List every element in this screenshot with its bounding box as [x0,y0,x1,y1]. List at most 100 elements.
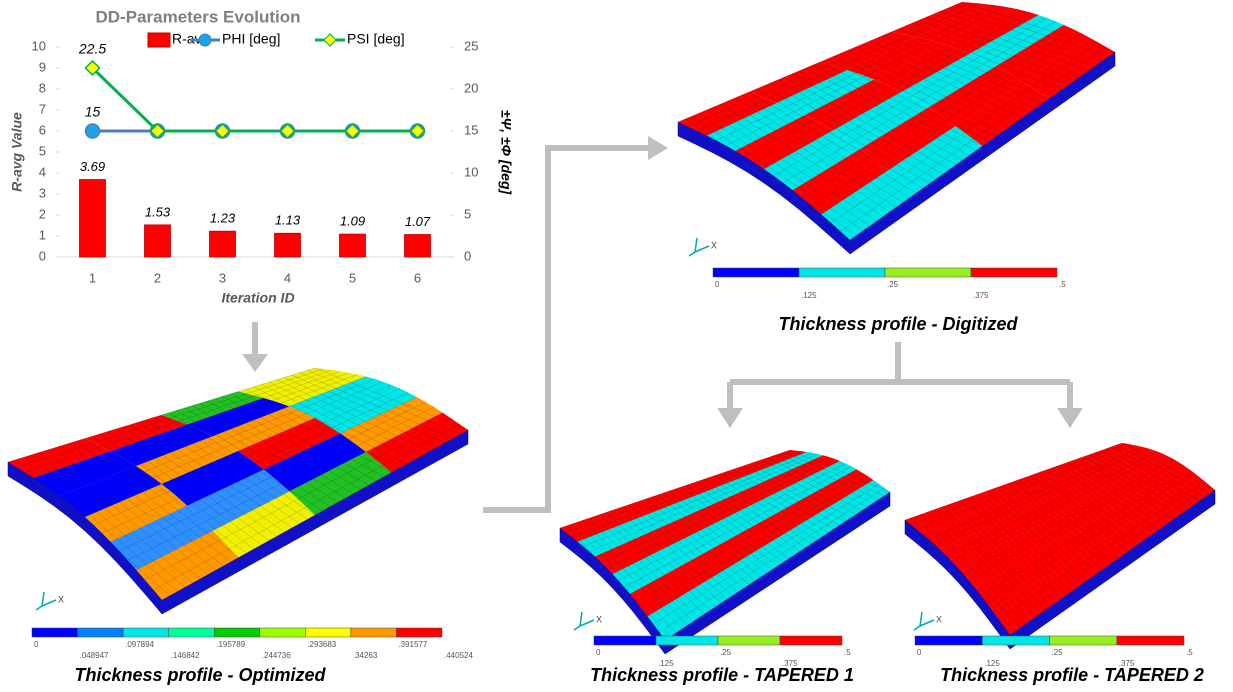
caption: Thickness profile - Digitized [778,314,1018,334]
y2-tick-label: 10 [464,164,478,179]
arrow-head [648,136,668,160]
scale-segment [713,268,799,277]
scale-segment [396,628,442,637]
bar [145,225,171,257]
fe-plate [905,443,1215,649]
bar [405,235,431,257]
scale-label: .5 [844,648,851,657]
y2-tick-label: 25 [464,38,478,53]
figure: DD-Parameters Evolution Iteration ID R-a… [0,0,1233,692]
arrow [730,342,1070,410]
scale-segment [305,628,351,637]
scale-segment [1117,636,1184,645]
data-label: 1.09 [340,214,365,229]
y2-tick-label: 20 [464,80,478,95]
y2-tick-label: 0 [464,248,471,263]
x-tick-label: 4 [284,270,291,285]
scale-label: .293683 [307,640,336,649]
scale-label: 0 [917,648,922,657]
color-scale: 0 .125 .25 .375 .5 [713,268,1066,300]
x-axis-label: Iteration ID [221,290,294,306]
scale-segment [32,628,78,637]
fe-plate [8,368,468,614]
legend-marker [199,34,211,46]
y2-axis-label: ±Ψ, ±Φ [deg] [498,110,514,196]
bar [210,231,236,257]
triad-label: X [58,594,64,604]
y-tick-label: 7 [39,101,46,116]
scale-label: .048947 [80,651,109,660]
marker [86,124,100,138]
triad [574,612,594,630]
scale-label: .195789 [216,640,245,649]
scale-label: 0 [596,648,601,657]
data-label: 1.23 [210,211,236,226]
caption: Thickness profile - TAPERED 2 [940,665,1204,685]
legend-marker [324,34,336,46]
scale-label: .25 [720,648,732,657]
scale-segment [885,268,971,277]
scale-label: .125 [801,291,817,300]
fe-plate [560,450,890,654]
scale-label: .5 [1186,648,1193,657]
scale-label: .34263 [353,651,378,660]
scale-segment [214,628,260,637]
scale-label: .375 [973,291,989,300]
x-tick-label: 6 [414,270,421,285]
scale-segment [915,636,982,645]
bar [275,233,301,257]
scale-segment [351,628,397,637]
arrow-head [717,408,743,428]
x-tick-label: 5 [349,270,356,285]
x-tick-label: 1 [89,270,96,285]
y-tick-label: 9 [39,59,46,74]
data-label: 1.53 [145,204,171,219]
data-label: 15 [85,104,101,120]
scale-segment [799,268,885,277]
scale-segment [982,636,1049,645]
data-label: 1.13 [275,213,301,228]
caption: Thickness profile - TAPERED 1 [590,665,854,685]
scale-segment [971,268,1057,277]
scale-segment [123,628,169,637]
scale-label: .146842 [171,651,200,660]
y-tick-label: 5 [39,143,46,158]
arrow [483,148,650,510]
triad [689,238,709,256]
scale-segment [169,628,215,637]
triad-label: X [711,240,717,250]
scale-segment [656,636,718,645]
bar [340,234,366,257]
y-tick-label: 2 [39,206,46,221]
data-label: 1.07 [405,214,431,229]
arrow-head [242,354,268,372]
legend-swatch [148,33,170,47]
triad-label: X [936,614,942,624]
scale-segment [260,628,306,637]
triad [36,592,56,610]
fe-plate [678,2,1115,254]
y-axis-label: R-avg Value [9,112,25,192]
scale-label: .25 [1052,648,1064,657]
scale-label: .25 [887,280,899,289]
legend-label: PHI [deg] [222,31,280,47]
y2-tick-label: 15 [464,122,478,137]
y2-tick-label: 5 [464,206,471,221]
bar [80,180,106,257]
y-tick-label: 0 [39,248,46,263]
scale-label: .097894 [125,640,154,649]
scale-label: 0 [34,640,39,649]
caption: Thickness profile - Optimized [74,665,326,685]
arrow-head [1057,408,1083,428]
y-tick-label: 4 [39,164,46,179]
scale-label: .440524 [444,651,473,660]
scale-segment [1050,636,1117,645]
scale-label: .5 [1059,280,1066,289]
scale-label: 0 [715,280,720,289]
color-scale: 0.125.25.375.5 [594,636,851,668]
scale-segment [594,636,656,645]
color-scale: 0.048947.097894.146842.195789.244736.293… [32,628,473,660]
y-tick-label: 8 [39,80,46,95]
y-tick-label: 6 [39,122,46,137]
y-tick-label: 1 [39,227,46,242]
